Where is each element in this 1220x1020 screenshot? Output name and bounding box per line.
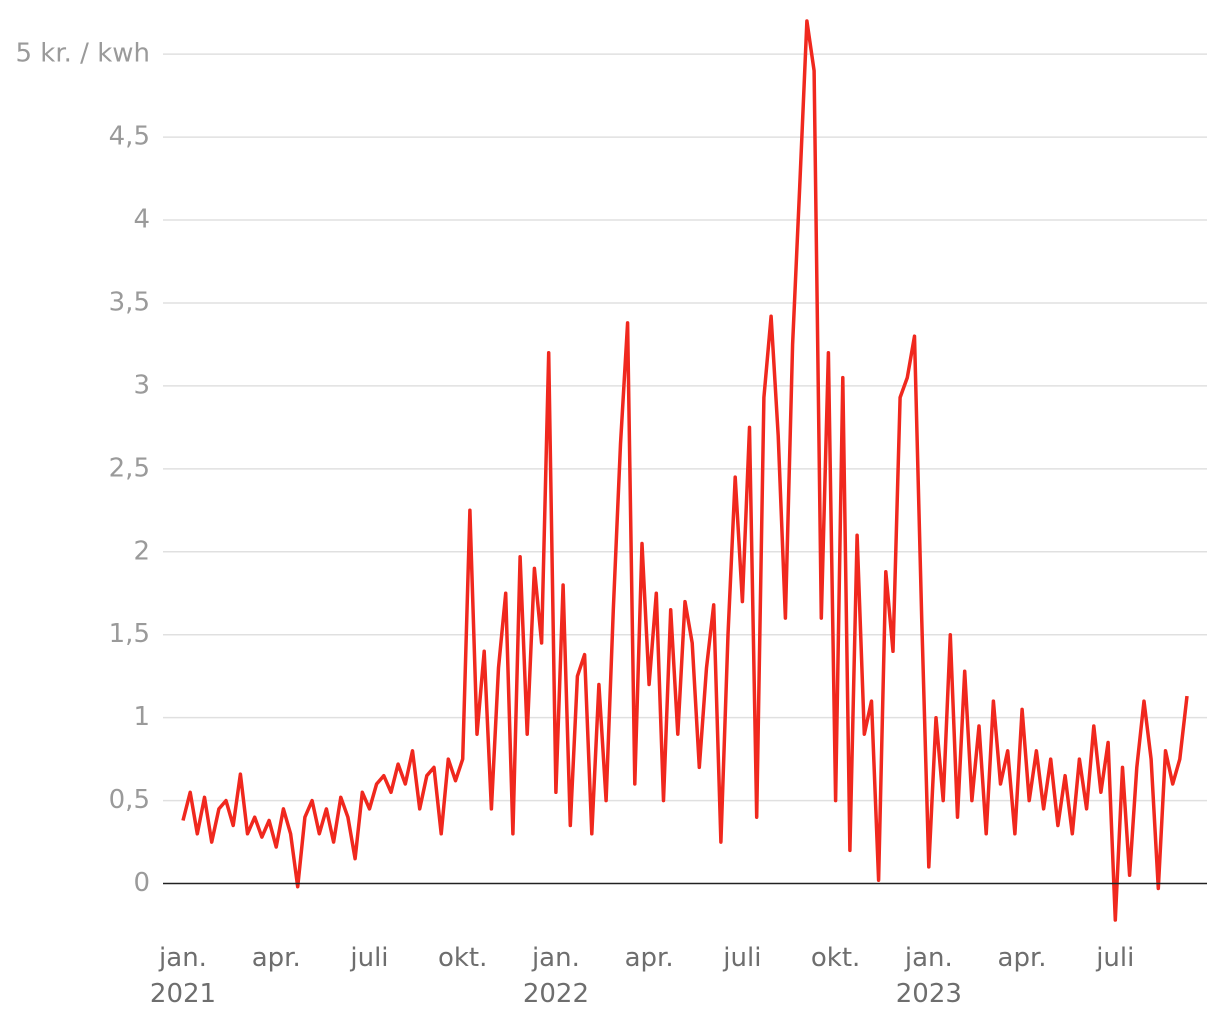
x-tick-label-line: jan. [531,943,580,973]
x-tick-label: okt. [811,943,860,973]
x-tick-label: apr. [998,943,1047,973]
y-tick-label: 3,5 [109,287,150,317]
y-tick-label: 2,5 [109,453,150,483]
y-tick-label: 4,5 [109,122,150,152]
x-tick-label: jan. 2023 [896,943,962,1009]
x-tick-label: juli [349,943,388,973]
x-tick-label-line: okt. [438,943,487,973]
y-tick-label: 3 [133,370,150,400]
x-tick-label: juli [1095,943,1134,973]
x-tick-label-line: 2021 [150,979,216,1009]
x-tick-label: okt. [438,943,487,973]
x-tick-label: juli [722,943,761,973]
x-tick-label-line: 2022 [523,979,589,1009]
y-tick-label: 1,5 [109,619,150,649]
x-tick-label-line: jan. [158,943,207,973]
x-tick-label-line: jan. [904,943,953,973]
x-tick-label-line: juli [1095,943,1134,973]
x-tick-label: jan. 2022 [523,943,589,1009]
price-line [181,19,1189,922]
x-tick-label-line: apr. [625,943,674,973]
x-tick-label-line: 2023 [896,979,962,1009]
y-tick-label: 2 [133,536,150,566]
x-tick-label: jan. 2021 [150,943,216,1009]
x-tick-label-line: okt. [811,943,860,973]
y-tick-label: 1 [133,702,150,732]
y-tick-label: 5 kr. / kwh [15,39,150,69]
x-tick-label: apr. [252,943,301,973]
y-tick-label: 4 [133,205,150,235]
y-tick-label: 0,5 [109,785,150,815]
x-tick-label-line: juli [349,943,388,973]
y-tick-label: 0 [133,868,150,898]
x-tick-label-line: apr. [252,943,301,973]
x-tick-label-line: juli [722,943,761,973]
x-tick-label-line: apr. [998,943,1047,973]
x-tick-label: apr. [625,943,674,973]
